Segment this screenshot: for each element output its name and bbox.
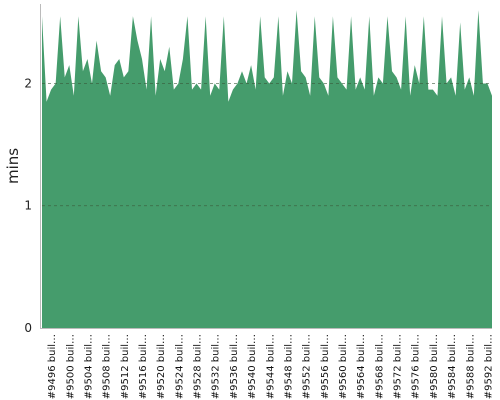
x-tick-label: #9512 buil… (120, 334, 131, 399)
area-series (42, 10, 492, 329)
y-gridlines (42, 83, 492, 207)
x-tick-label: #9528 buil… (193, 334, 204, 399)
x-tick-label: #9540 buil… (247, 334, 258, 399)
x-tick-label: #9504 buil… (83, 334, 94, 399)
x-tick-label: #9564 buil… (356, 334, 367, 399)
y-tick-labels: 0 1 2 (24, 76, 32, 335)
x-tick-label: #9548 buil… (283, 334, 294, 399)
x-tick-label: #9536 buil… (229, 334, 240, 399)
x-tick-label: #9508 buil… (102, 334, 113, 399)
x-tick-label: #9552 buil… (302, 334, 313, 399)
y-axis-label: mins (4, 148, 22, 184)
x-tick-label: #9584 buil… (447, 334, 458, 399)
x-tick-label: #9556 buil… (320, 334, 331, 399)
x-tick-labels: #9496 buil… #9500 buil… #9504 buil… #9508 b… (47, 334, 494, 399)
x-tick-label: #9580 buil… (429, 334, 440, 399)
x-tick-label: #9576 buil… (411, 334, 422, 399)
y-tick-label: 0 (24, 321, 32, 335)
x-tick-label: #9496 buil… (47, 334, 58, 399)
x-tick-label: #9520 buil… (156, 334, 167, 399)
y-tick-label: 2 (24, 76, 32, 90)
x-tick-label: #9592 buil… (483, 334, 494, 399)
x-tick-label: #9532 buil… (211, 334, 222, 399)
x-tick-label: #9524 buil… (174, 334, 185, 399)
x-tick-label: #9572 buil… (393, 334, 404, 399)
y-tick-label: 1 (24, 199, 32, 213)
x-tick-label: #9568 buil… (374, 334, 385, 399)
x-tick-label: #9588 buil… (465, 334, 476, 399)
x-tick-label: #9560 buil… (338, 334, 349, 399)
x-tick-label: #9516 buil… (138, 334, 149, 399)
x-tick-label: #9500 buil… (65, 334, 76, 399)
x-tick-label: #9544 buil… (265, 334, 276, 399)
